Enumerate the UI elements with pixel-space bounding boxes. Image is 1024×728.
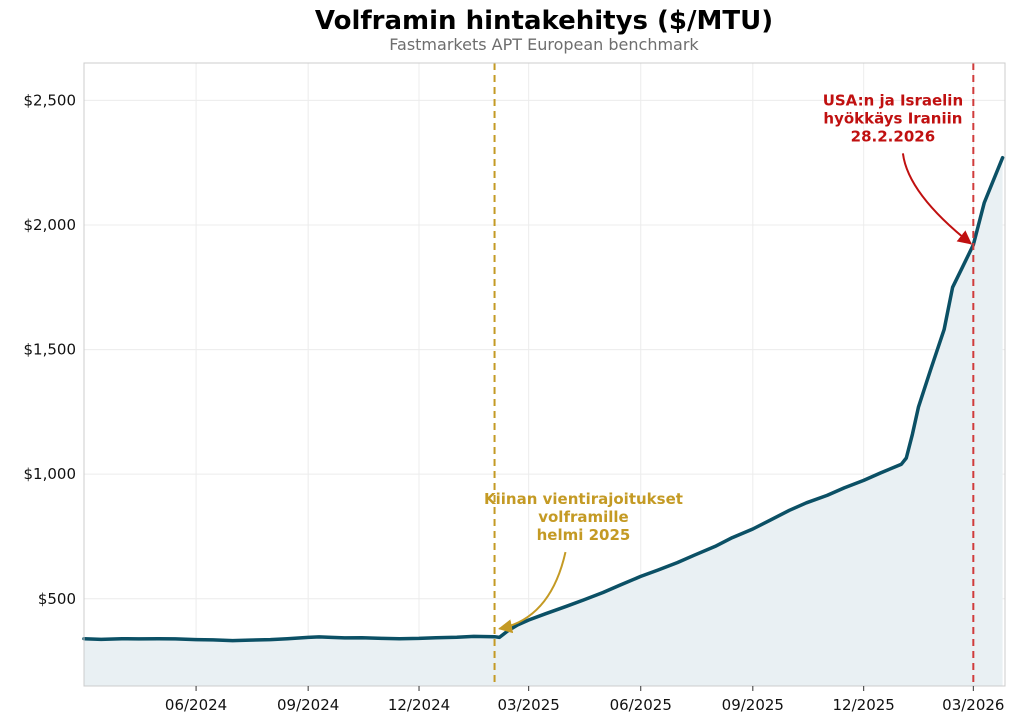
x-tick-label: 09/2024 xyxy=(277,696,339,714)
annotation-text-1-2: 28.2.2026 xyxy=(851,127,935,145)
chart-subtitle: Fastmarkets APT European benchmark xyxy=(389,35,699,54)
x-tick-label: 12/2024 xyxy=(388,696,450,714)
x-tick-label: 03/2025 xyxy=(497,696,559,714)
annotation-arrow-0 xyxy=(498,551,567,634)
y-tick-label: $1,500 xyxy=(24,341,77,359)
x-tick-label: 12/2025 xyxy=(833,696,895,714)
y-tick-label: $2,500 xyxy=(24,91,77,109)
x-tick-label: 06/2025 xyxy=(610,696,672,714)
annotation-text-0-1: volframille xyxy=(538,508,629,526)
x-tick-label: 09/2025 xyxy=(722,696,784,714)
y-tick-label: $500 xyxy=(38,590,76,608)
chart-title: Volframin hintakehitys ($/MTU) xyxy=(314,6,774,36)
annotation-text-1-0: USA:n ja Israelin xyxy=(823,91,963,109)
annotation-arrow-1 xyxy=(901,153,972,245)
annotation-text-0-0: Kiinan vientirajoitukset xyxy=(484,490,683,508)
annotation-text-0-2: helmi 2025 xyxy=(537,526,631,544)
y-tick-label: $1,000 xyxy=(24,465,77,483)
y-tick-label: $2,000 xyxy=(24,216,77,234)
price-line xyxy=(82,155,1005,643)
annotation-text-1-1: hyökkäys Iraniin xyxy=(823,109,962,127)
price-area xyxy=(84,157,1003,686)
x-tick-label: 03/2026 xyxy=(942,696,1004,714)
plot-frame xyxy=(83,62,1006,687)
x-tick-label: 06/2024 xyxy=(165,696,227,714)
